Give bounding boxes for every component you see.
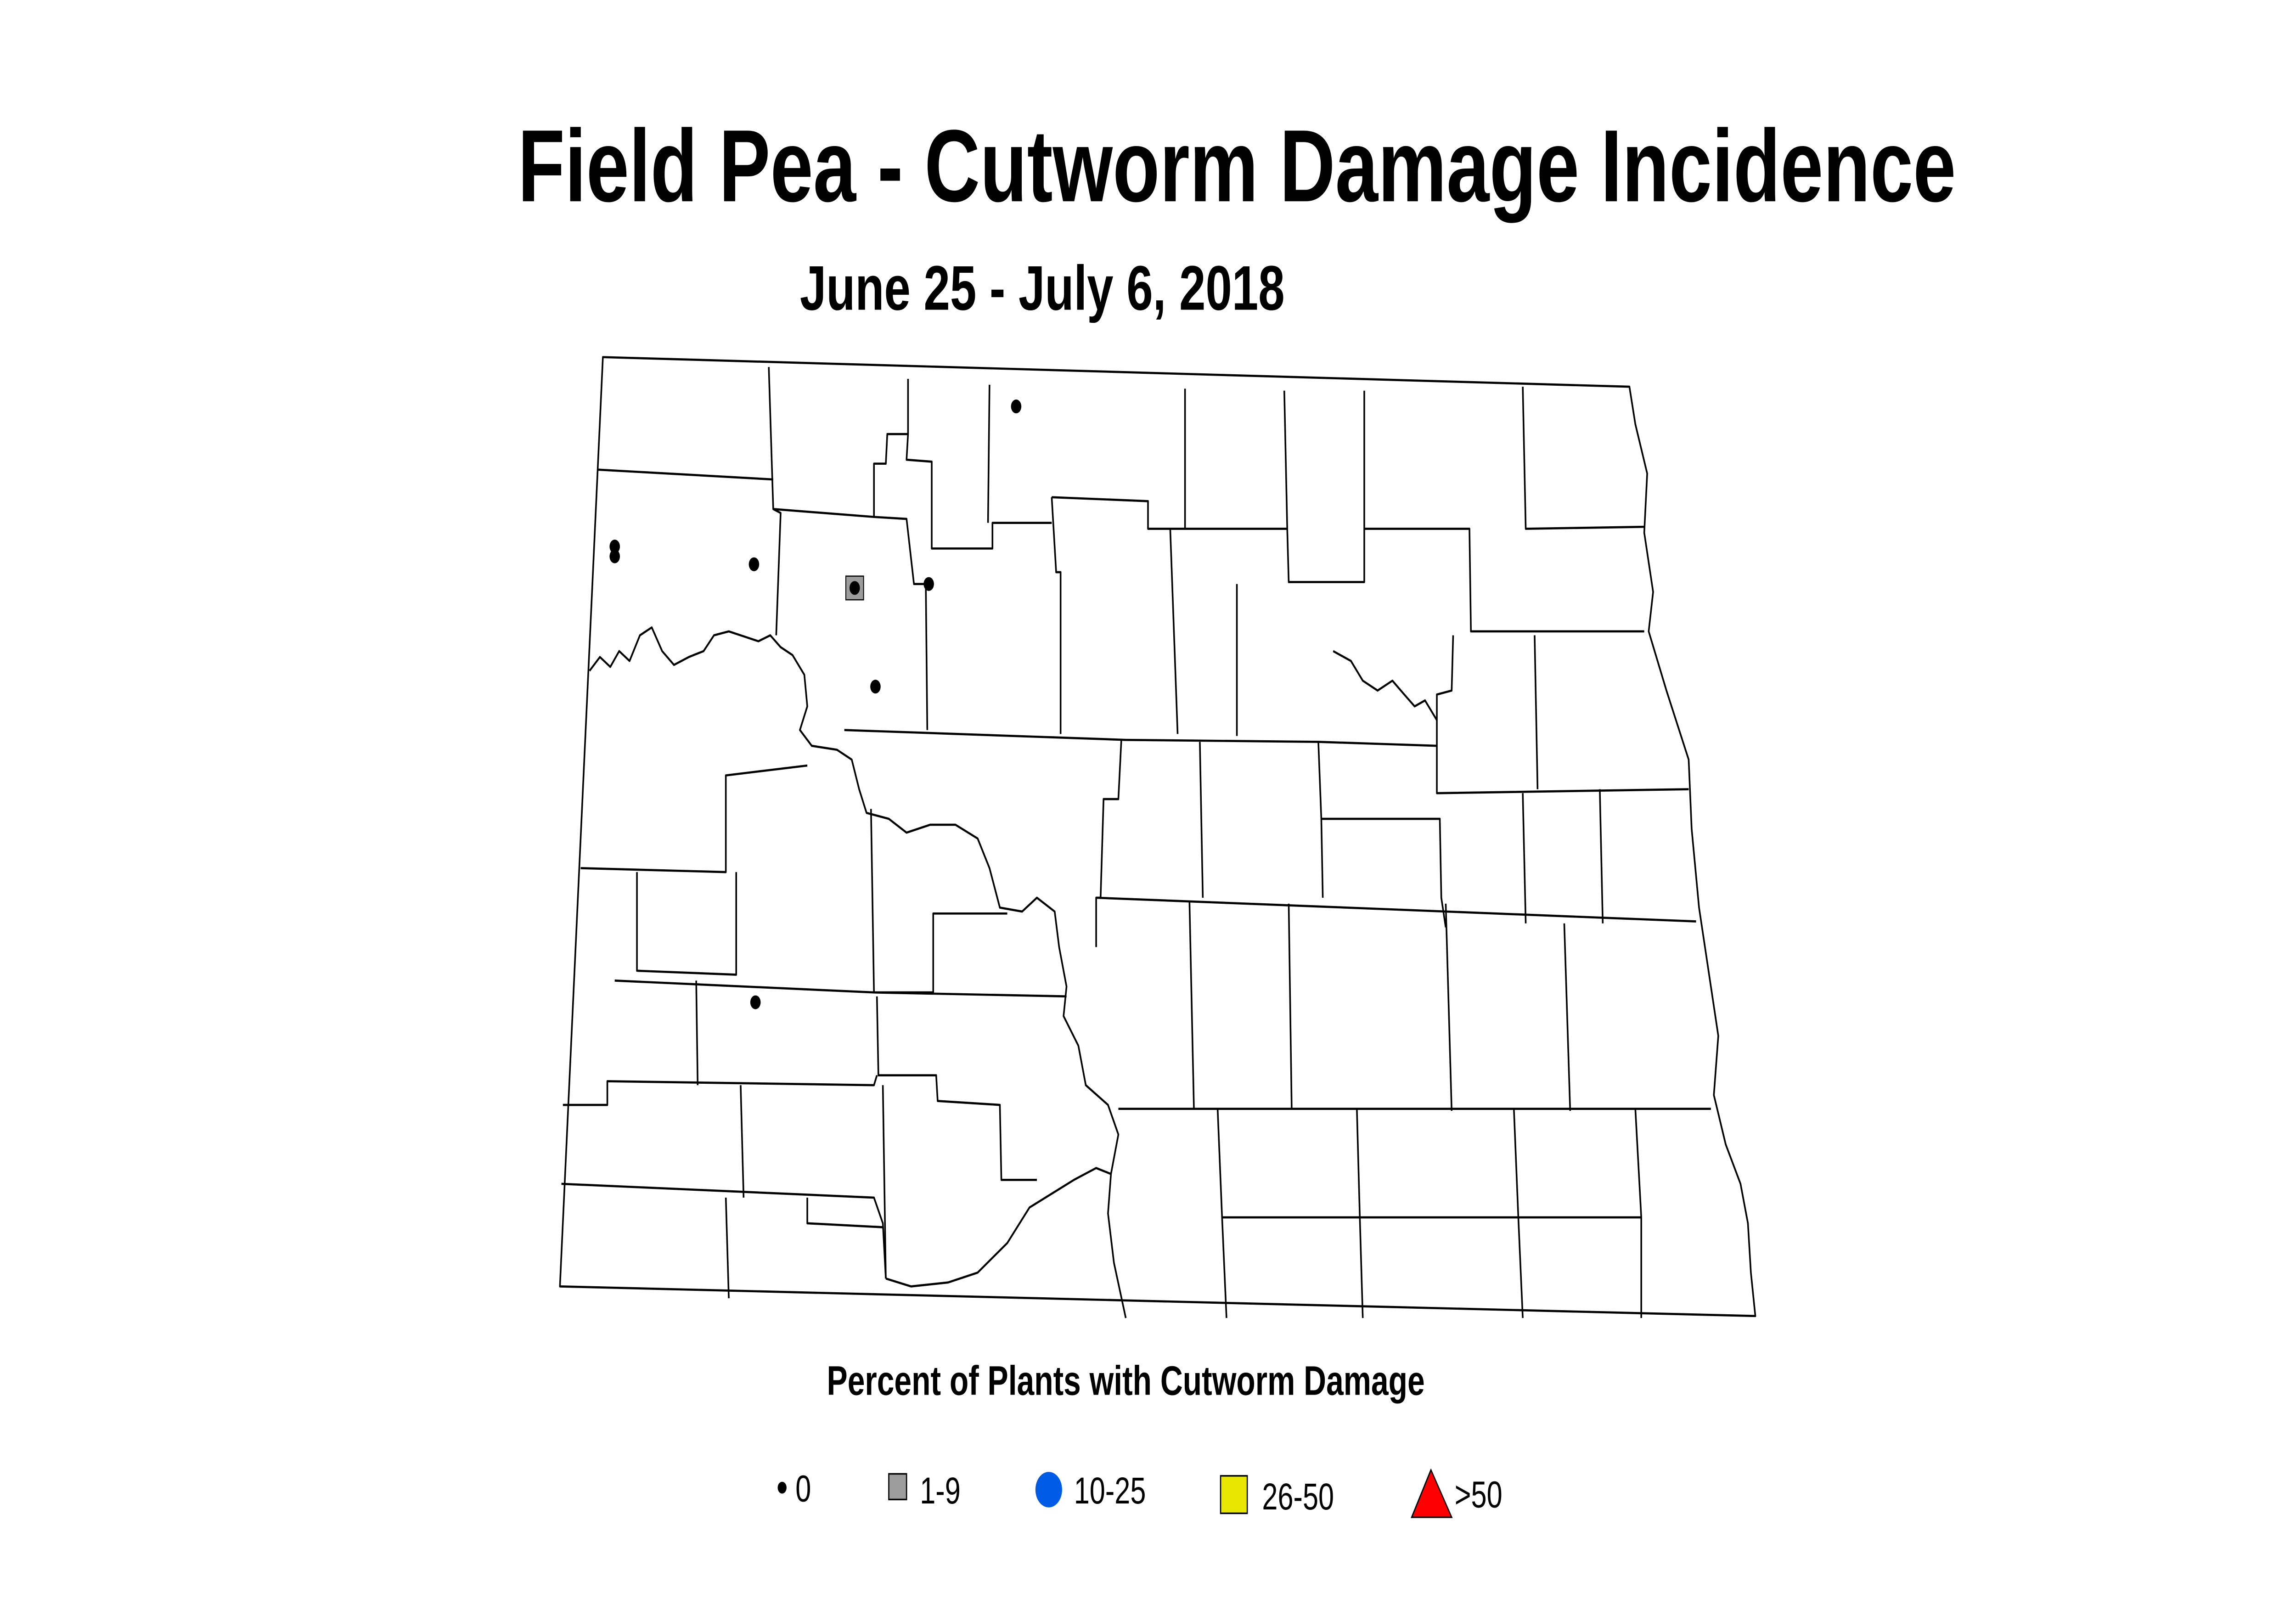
- north-dakota-county-map: [559, 356, 1756, 1318]
- legend-label-over-50: >50: [1455, 1474, 1503, 1515]
- map-subtitle: June 25 - July 6, 2018: [800, 253, 1285, 323]
- marker-0-percent[interactable]: [609, 549, 620, 563]
- missouri-river: [589, 626, 1127, 1318]
- lake-sakakawea-arm: [1333, 650, 1438, 721]
- marker-0-percent[interactable]: [748, 557, 760, 571]
- legend-dot-icon: [777, 1481, 787, 1494]
- observation-markers: [609, 400, 1022, 1009]
- marker-0-percent[interactable]: [1011, 400, 1022, 414]
- marker-0-percent[interactable]: [923, 577, 934, 591]
- legend-gray-square-icon: [888, 1473, 907, 1501]
- little-missouri-river: [885, 1167, 1111, 1288]
- marker-0-percent[interactable]: [750, 995, 761, 1009]
- legend: 0 1-9 10-25 26-50 >50: [777, 1468, 1503, 1518]
- legend-blue-circle-icon: [1035, 1472, 1062, 1508]
- marker-0-percent[interactable]: [850, 581, 860, 595]
- legend-title: Percent of Plants with Cutworm Damage: [827, 1357, 1425, 1404]
- marker-0-percent[interactable]: [609, 540, 620, 554]
- map-title: Field Pea - Cutworm Damage Incidence: [518, 108, 1956, 223]
- legend-label-1-9: 1-9: [920, 1470, 961, 1512]
- state-outline: [559, 356, 1756, 1317]
- marker-0-percent[interactable]: [870, 680, 881, 694]
- legend-red-triangle-icon: [1411, 1468, 1453, 1518]
- legend-label-26-50: 26-50: [1262, 1476, 1334, 1517]
- legend-label-0: 0: [795, 1468, 811, 1509]
- legend-yellow-square-icon: [1220, 1475, 1248, 1514]
- county-boundaries: [561, 367, 1711, 1318]
- legend-label-10-25: 10-25: [1074, 1470, 1146, 1512]
